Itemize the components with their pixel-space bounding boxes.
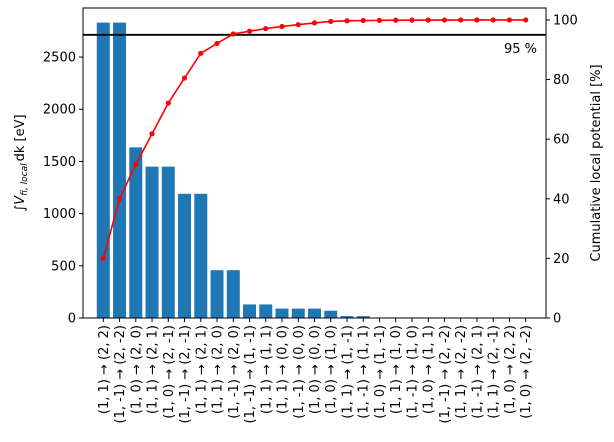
x-tick-label: (1, -1) → (2, 1): [470, 325, 485, 419]
y-axis-left-label: ∫Vfi, local dk [eV]: [13, 114, 30, 211]
cumulative-point: [311, 20, 318, 26]
cumulative-point: [458, 17, 464, 23]
x-tick-label: (1, 0) → (1, 1): [422, 325, 437, 414]
cumulative-point: [279, 23, 285, 30]
x-tick-label: (1, 1) → (2, -1): [487, 325, 502, 419]
y-tick-label-left: 1500: [43, 155, 76, 170]
left-y-axis: 0 500 1000 1500 2000 2500: [43, 51, 83, 327]
x-tick-label: (1, -1) → (2, -2): [438, 325, 453, 423]
bar: [145, 166, 159, 318]
y-tick-label-left: 1000: [43, 207, 76, 222]
x-axis: (1, 1) → (2, 2) (1, -1) → (2, -2) (1, 0) →…: [97, 318, 534, 423]
x-tick-label: (1, -1) → (1, -1): [243, 325, 258, 423]
y-tick-label-left: 500: [51, 259, 76, 274]
x-tick-label: (1, 1) → (2, -2): [454, 325, 469, 419]
x-tick-label: (1, -1) → (0, 0): [292, 325, 307, 419]
cumulative-point: [376, 17, 383, 23]
bar: [113, 22, 127, 319]
x-tick-label: (1, 1) → (2, 0): [211, 325, 226, 414]
right-y-axis: 0 20 40 60 80 100: [546, 13, 578, 327]
bar: [308, 308, 321, 318]
y-axis-right-label: Cumulative local potential [%]: [589, 64, 604, 261]
bar: [178, 193, 192, 318]
cumulative-point: [360, 17, 366, 24]
bar: [243, 304, 257, 318]
y-tick-label-right: 20: [553, 252, 570, 267]
y-tick-label-right: 80: [553, 73, 570, 88]
x-tick-label: (1, -1) → (1, 0): [405, 325, 420, 419]
cumulative-point: [149, 131, 155, 137]
x-tick-label: (1, 0) → (0, 0): [308, 325, 323, 414]
cumulative-point: [133, 161, 139, 168]
cumulative-point: [523, 17, 529, 23]
y-axis-left-label-prefix: ∫: [13, 205, 28, 212]
x-tick-label: (1, 1) → (2, 2): [97, 325, 112, 414]
y-axis-left-label-sub: fi, local: [20, 163, 30, 196]
bar: [194, 193, 208, 318]
cumulative-point: [246, 28, 253, 34]
x-tick-label: (1, 0) → (1, 0): [324, 325, 339, 414]
cumulative-point: [263, 25, 269, 32]
bar-series: [96, 22, 533, 319]
bar: [226, 270, 240, 318]
x-tick-label: (1, -1) → (1, 1): [357, 325, 372, 419]
cumulative-point: [100, 255, 106, 261]
x-tick-label: (1, 1) → (1, -1): [340, 325, 355, 419]
cumulative-point: [344, 18, 350, 24]
y-tick-label-left: 2500: [43, 51, 76, 66]
x-tick-label: (1, 1) → (0, 0): [276, 325, 291, 414]
cumulative-point: [506, 17, 513, 23]
x-tick-label: (1, 1) → (1, 0): [389, 325, 404, 414]
y-tick-label-left: 0: [68, 312, 76, 327]
cumulative-point: [214, 40, 220, 47]
bar: [129, 147, 143, 318]
x-tick-label: (1, 0) → (1, -1): [373, 325, 388, 419]
x-tick-label: (1, -1) → (2, 0): [227, 325, 242, 419]
x-tick-label: (1, 0) → (2, 2): [503, 325, 518, 414]
cumulative-point: [165, 100, 171, 106]
cumulative-point: [116, 196, 123, 202]
cumulative-point: [328, 18, 334, 25]
x-tick-label: (1, 1) → (1, 1): [259, 325, 274, 414]
cumulative-point: [425, 17, 431, 23]
cumulative-point: [230, 31, 236, 37]
bar: [275, 308, 289, 318]
bar: [161, 166, 175, 318]
cumulative-point: [490, 17, 496, 23]
y-tick-label-right: 0: [553, 312, 561, 327]
x-tick-label: (1, 1) → (2, 1): [194, 325, 209, 414]
bar: [291, 308, 305, 318]
cumulative-point: [198, 50, 204, 56]
bar: [324, 310, 338, 318]
threshold-label: 95 %: [504, 42, 537, 57]
cumulative-point: [409, 17, 415, 23]
x-tick-label: (1, 0) → (2, 0): [129, 325, 144, 414]
bar: [96, 22, 110, 319]
cumulative-line-series: [100, 17, 529, 261]
x-tick-label: (1, 0) → (2, -1): [162, 325, 177, 419]
x-tick-label: (1, 1) → (2, 1): [146, 325, 161, 414]
x-tick-label: (1, -1) → (2, -2): [113, 325, 128, 423]
y-axis-left-label-v: V: [13, 195, 28, 205]
cumulative-point: [181, 75, 188, 81]
y-tick-label-right: 40: [553, 192, 570, 207]
bar: [356, 316, 370, 318]
cumulative-point: [295, 22, 301, 28]
y-tick-label-right: 60: [553, 133, 570, 148]
x-tick-label: (1, -1) → (2, -1): [178, 325, 193, 423]
cumulative-point: [393, 17, 399, 23]
y-tick-label-right: 100: [553, 13, 578, 28]
bar: [259, 304, 273, 318]
bar: [210, 270, 224, 318]
cumulative-point: [474, 17, 480, 23]
bar: [340, 316, 354, 318]
y-tick-label-left: 2000: [43, 103, 76, 118]
x-tick-label: (1, 0) → (2, -2): [519, 325, 534, 419]
y-axis-left-label-suffix: dk [eV]: [13, 114, 28, 161]
cumulative-point: [441, 17, 448, 23]
